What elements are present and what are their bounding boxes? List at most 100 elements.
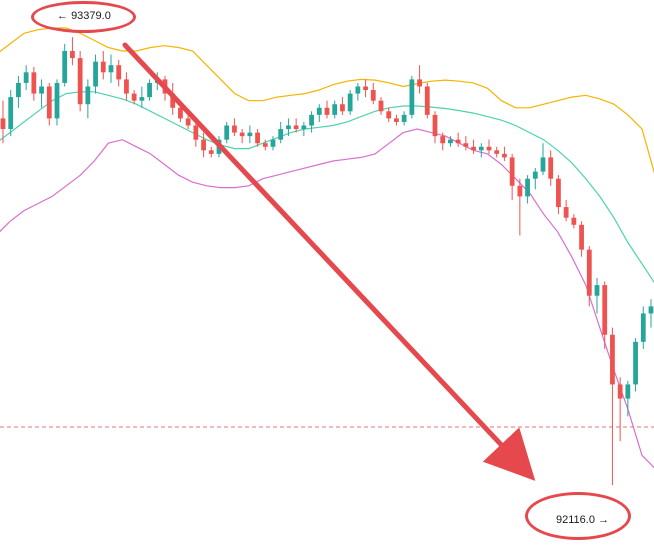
candle-body bbox=[239, 132, 245, 137]
candle-body bbox=[93, 61, 98, 87]
high-price-value: 93379.0 bbox=[71, 10, 111, 22]
candle-body bbox=[471, 146, 476, 151]
candle-body bbox=[116, 65, 122, 80]
candle-up bbox=[23, 65, 29, 91]
candle-body bbox=[255, 132, 260, 144]
candle-down bbox=[563, 199, 569, 222]
candle-body bbox=[617, 384, 623, 399]
candle-up bbox=[332, 100, 338, 119]
candle-up bbox=[401, 111, 407, 126]
candle-down bbox=[455, 132, 461, 147]
candle-body bbox=[224, 125, 230, 140]
candle-up bbox=[8, 90, 14, 137]
candle-body bbox=[247, 132, 253, 137]
candle-body bbox=[556, 178, 561, 208]
candle-body bbox=[463, 143, 469, 147]
candle-down bbox=[255, 129, 260, 147]
candle-down bbox=[417, 65, 422, 94]
candle-down bbox=[517, 178, 523, 236]
candle-down bbox=[509, 153, 515, 200]
candle-down bbox=[31, 66, 37, 101]
candle-body bbox=[278, 129, 284, 140]
candle-up bbox=[316, 104, 322, 122]
candle-body bbox=[386, 111, 392, 119]
candle-down bbox=[394, 114, 399, 126]
candle-up bbox=[147, 79, 152, 101]
candle-body bbox=[640, 313, 646, 342]
candle-up bbox=[355, 82, 361, 101]
candle-body bbox=[540, 157, 546, 172]
candle-body bbox=[347, 93, 353, 112]
candle-down bbox=[463, 136, 469, 151]
candle-up bbox=[16, 75, 21, 108]
candle-body bbox=[517, 185, 523, 197]
candle-body bbox=[394, 118, 399, 122]
candle-down bbox=[486, 139, 492, 154]
candle-body bbox=[579, 224, 584, 250]
candle-down bbox=[471, 139, 476, 154]
candle-down bbox=[239, 129, 245, 144]
candle-up bbox=[139, 86, 145, 108]
candle-body bbox=[648, 306, 654, 314]
candle-body bbox=[610, 334, 615, 385]
candle-body bbox=[602, 285, 608, 335]
candle-body bbox=[62, 51, 68, 83]
candle-body bbox=[363, 86, 368, 91]
candle-body bbox=[286, 125, 291, 130]
candle-body bbox=[108, 65, 114, 73]
candle-down bbox=[201, 132, 206, 158]
candle-down bbox=[571, 214, 577, 229]
bb-upper-line bbox=[0, 27, 654, 174]
candle-body bbox=[232, 125, 237, 133]
candle-body bbox=[332, 104, 338, 115]
candle-down bbox=[70, 37, 75, 66]
candle-body bbox=[23, 72, 29, 83]
candle-down bbox=[262, 139, 268, 151]
candle-body bbox=[448, 139, 453, 144]
low-price-value: 92116.0 bbox=[556, 514, 595, 526]
candle-up bbox=[525, 175, 530, 204]
right-arrow-icon: → bbox=[598, 514, 610, 526]
candle-up bbox=[540, 143, 546, 176]
candle-up bbox=[625, 380, 631, 417]
candle-body bbox=[124, 79, 129, 94]
candle-body bbox=[563, 207, 569, 218]
candle-up bbox=[309, 111, 314, 133]
candle-body bbox=[594, 285, 600, 296]
candle-down bbox=[100, 51, 106, 80]
candle-down bbox=[46, 82, 52, 126]
candle-body bbox=[147, 82, 152, 98]
candle-down bbox=[586, 246, 592, 307]
candle-body bbox=[270, 139, 276, 147]
candle-up bbox=[409, 75, 415, 119]
candle-body bbox=[316, 107, 322, 115]
candle-body bbox=[324, 107, 330, 115]
candle-body bbox=[178, 107, 183, 119]
candle-body bbox=[193, 125, 199, 140]
candle-body bbox=[70, 51, 75, 59]
candle-body bbox=[633, 341, 638, 385]
candle-down bbox=[340, 97, 345, 115]
candle-down bbox=[185, 114, 191, 130]
candle-up bbox=[85, 79, 91, 119]
candle-up bbox=[301, 121, 307, 137]
candle-up bbox=[347, 90, 353, 115]
candle-body bbox=[309, 114, 314, 126]
candle-down bbox=[440, 132, 446, 151]
high-price-label: ← 93379.0 bbox=[57, 10, 111, 22]
candle-up bbox=[640, 306, 646, 349]
candle-body bbox=[100, 61, 106, 73]
candle-down bbox=[77, 51, 83, 112]
candle-down bbox=[502, 146, 507, 161]
candle-body bbox=[455, 139, 461, 144]
candle-body bbox=[432, 114, 438, 137]
candle-up bbox=[247, 125, 253, 144]
candle-body bbox=[478, 146, 484, 151]
candle-down bbox=[293, 118, 299, 133]
candle-body bbox=[494, 150, 500, 154]
bb-middle-line bbox=[0, 91, 654, 284]
candle-body bbox=[370, 90, 376, 101]
candle-down bbox=[386, 107, 392, 122]
candle-up bbox=[93, 54, 98, 94]
